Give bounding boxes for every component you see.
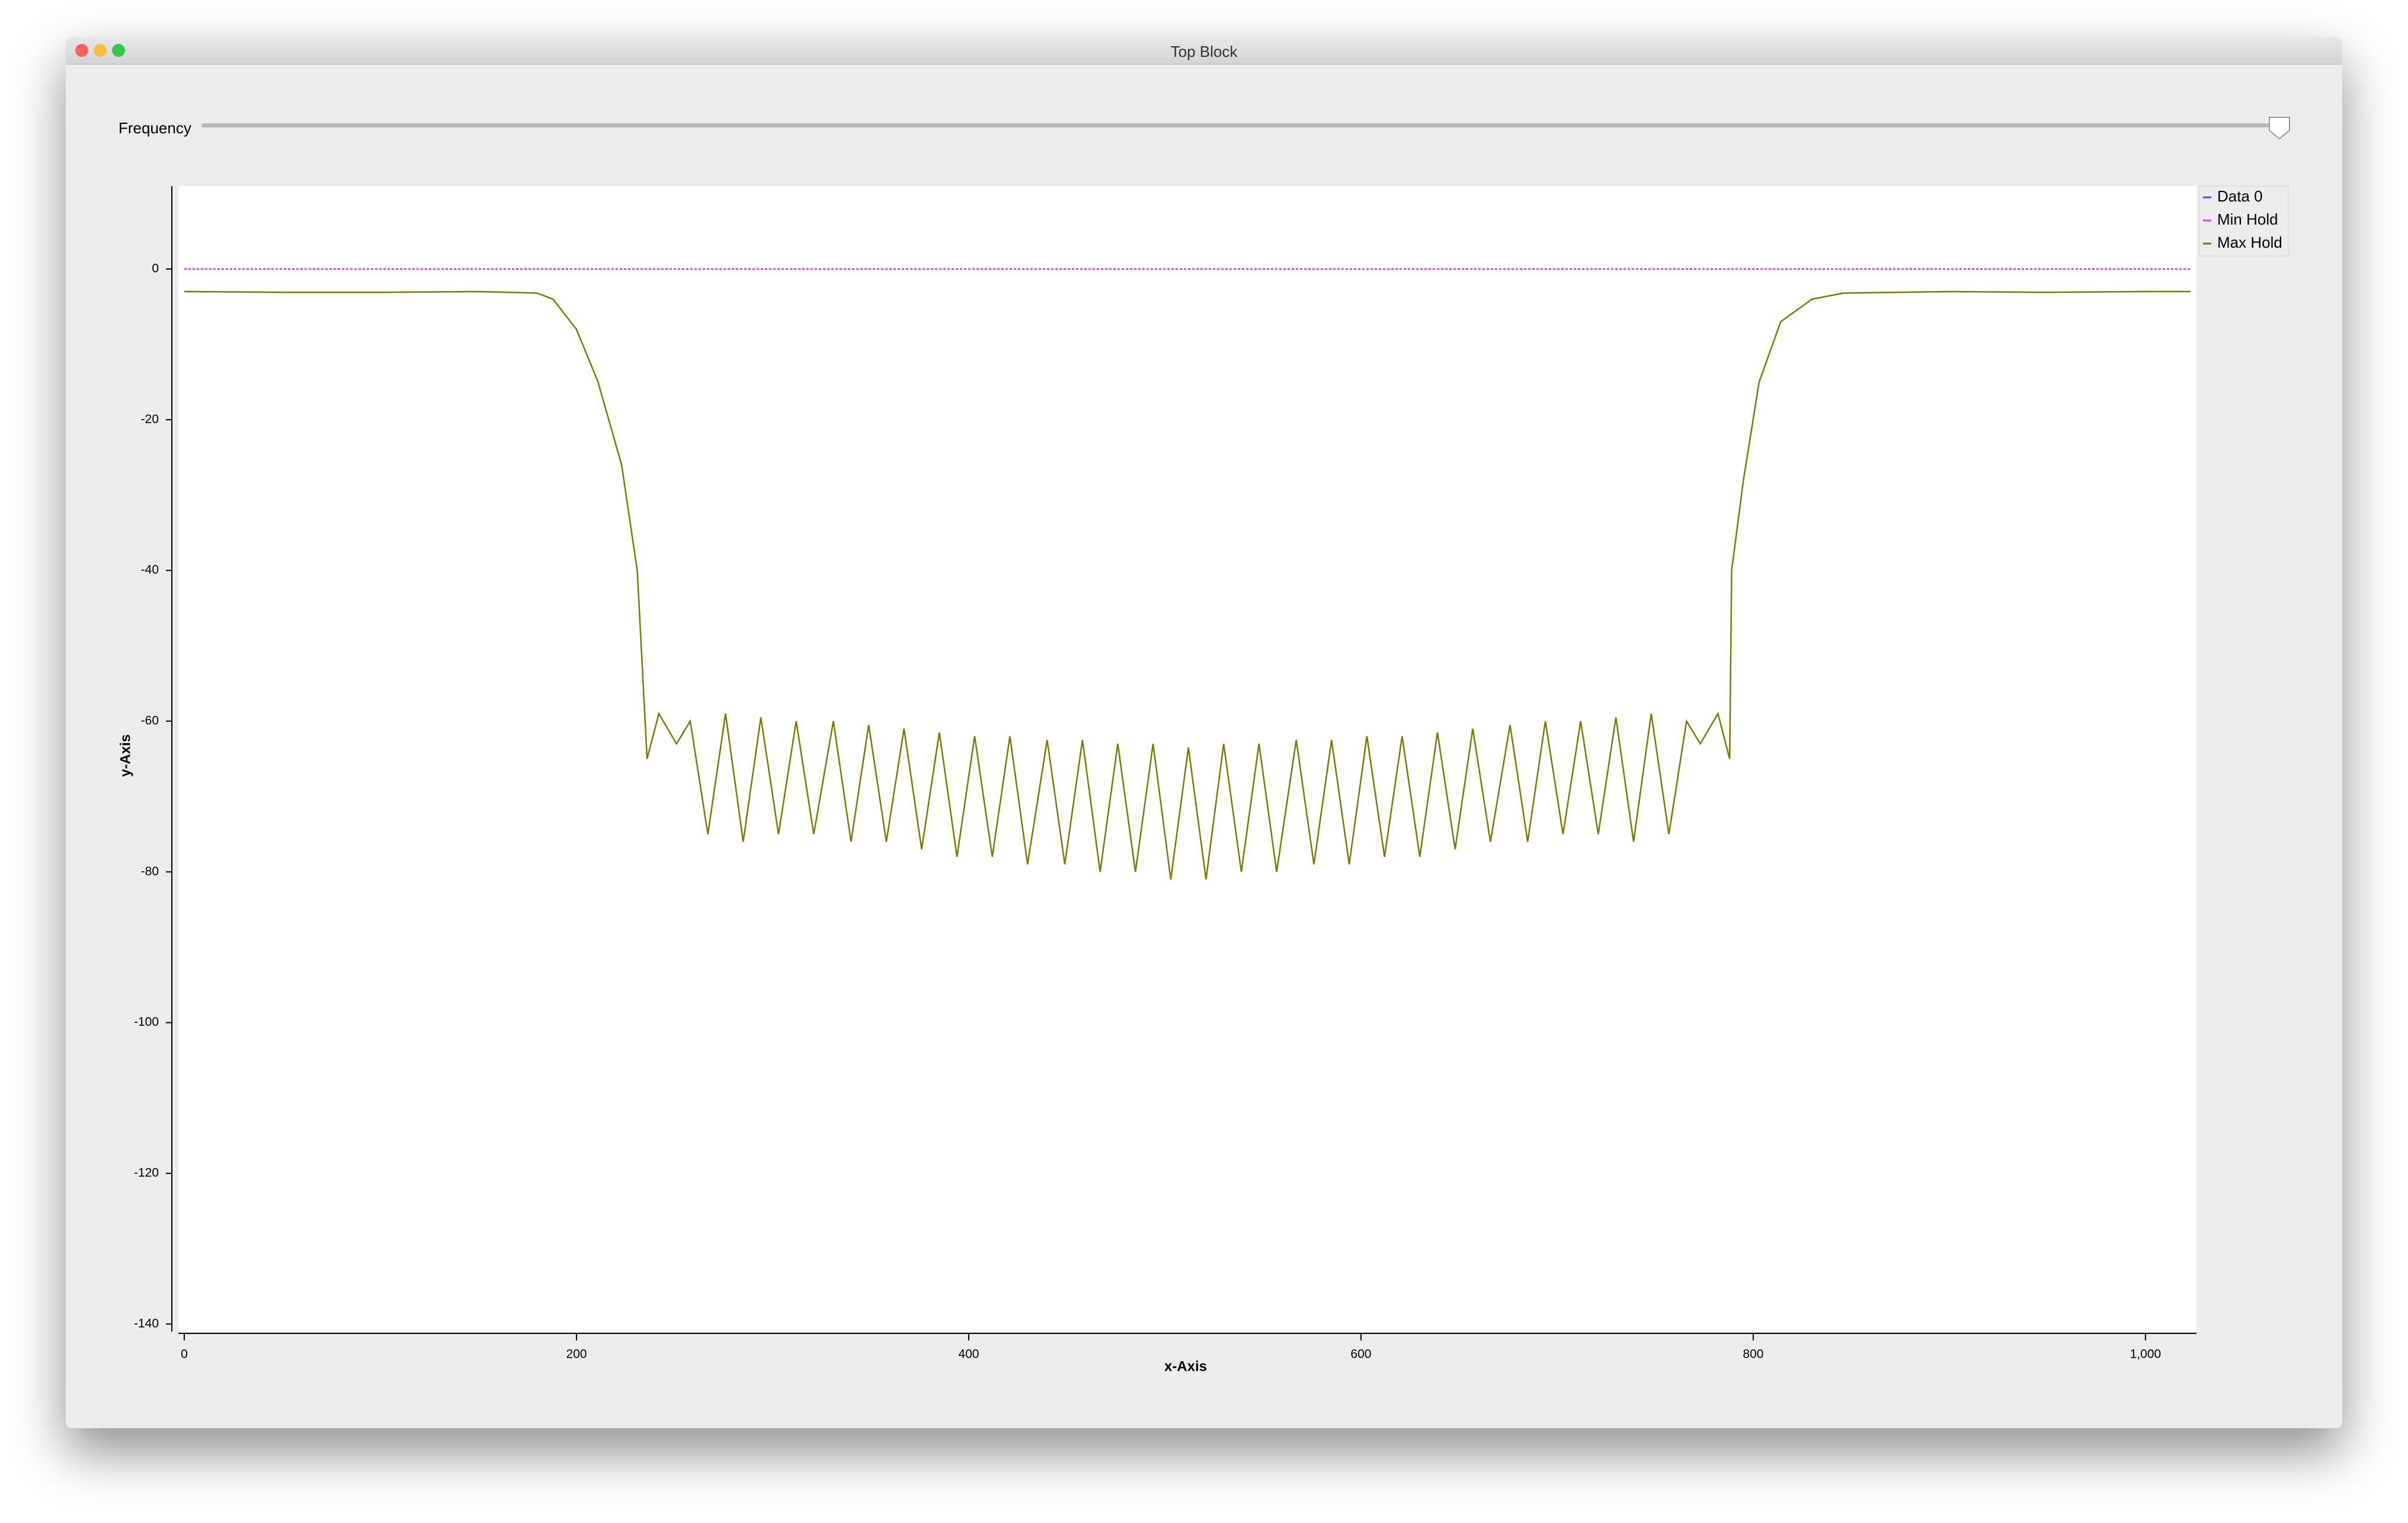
x-tick-label: 600 <box>1350 1348 1371 1361</box>
x-axis-title: x-Axis <box>1164 1358 1207 1374</box>
legend-label: Min Hold <box>2217 210 2278 228</box>
close-button[interactable] <box>75 44 88 57</box>
y-tick-label: 0 <box>152 261 159 275</box>
minimize-button[interactable] <box>94 44 107 57</box>
series-line <box>184 290 2191 880</box>
x-tick-label: 1,000 <box>2130 1348 2162 1361</box>
window-title: Top Block <box>1170 43 1238 60</box>
y-tick-label: -60 <box>141 713 159 727</box>
zoom-button[interactable] <box>112 44 125 57</box>
y-tick-label: -80 <box>141 865 159 878</box>
y-tick-label: -120 <box>134 1166 159 1179</box>
x-tick-label: 200 <box>566 1348 587 1361</box>
x-tick-label: 800 <box>1743 1348 1763 1361</box>
y-tick-label: -20 <box>141 412 159 426</box>
legend <box>2199 185 2289 257</box>
slider-handle[interactable] <box>2269 117 2290 140</box>
slider-label: Frequency <box>119 119 191 137</box>
y-tick-label: -100 <box>134 1015 159 1029</box>
legend-label: Max Hold <box>2217 233 2282 251</box>
legend-label: Data 0 <box>2217 187 2263 205</box>
y-tick-label: -40 <box>141 563 159 577</box>
title-bar: Top Block <box>66 37 2342 65</box>
y-axis-title: y-Axis <box>117 734 133 777</box>
slider-track[interactable] <box>201 123 2285 127</box>
x-tick-label: 400 <box>958 1348 979 1361</box>
y-tick-label: -140 <box>134 1317 159 1330</box>
x-tick-label: 0 <box>181 1348 188 1361</box>
